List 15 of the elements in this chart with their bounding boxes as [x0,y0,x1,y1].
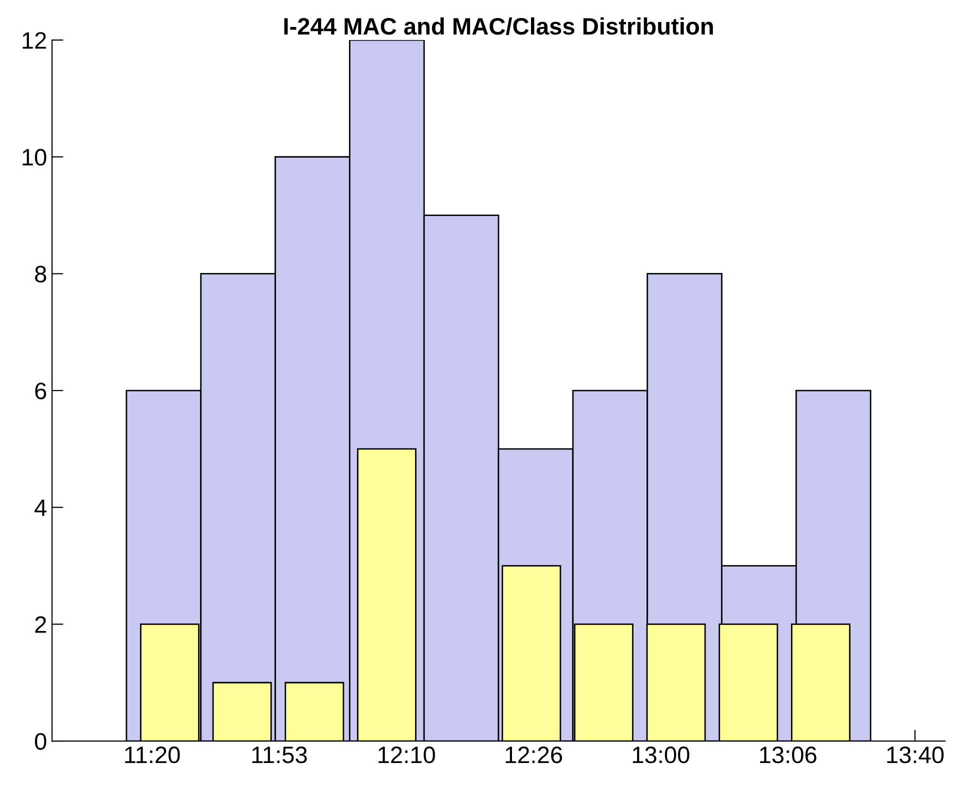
text: 13:06 [760,746,816,764]
y-tick-label: 8 [35,266,46,282]
y-tick-label: 6 [35,382,46,400]
text: 11:53 [252,746,307,764]
text: 11:20 [125,746,180,764]
y-tick-label: 10 [22,148,46,166]
text: 12:26 [506,746,562,764]
y-tick-label: 2 [35,616,46,633]
text: 12:10 [378,746,435,764]
text: 13:40 [887,746,944,764]
chart-title: I-244 MAC and MAC/Class Distribution [284,17,713,35]
y-tick-label: 0 [34,733,46,750]
y-tick-label: 12 [22,32,46,49]
text: 13:00 [632,746,690,764]
y-tick-label: 4 [34,500,46,516]
